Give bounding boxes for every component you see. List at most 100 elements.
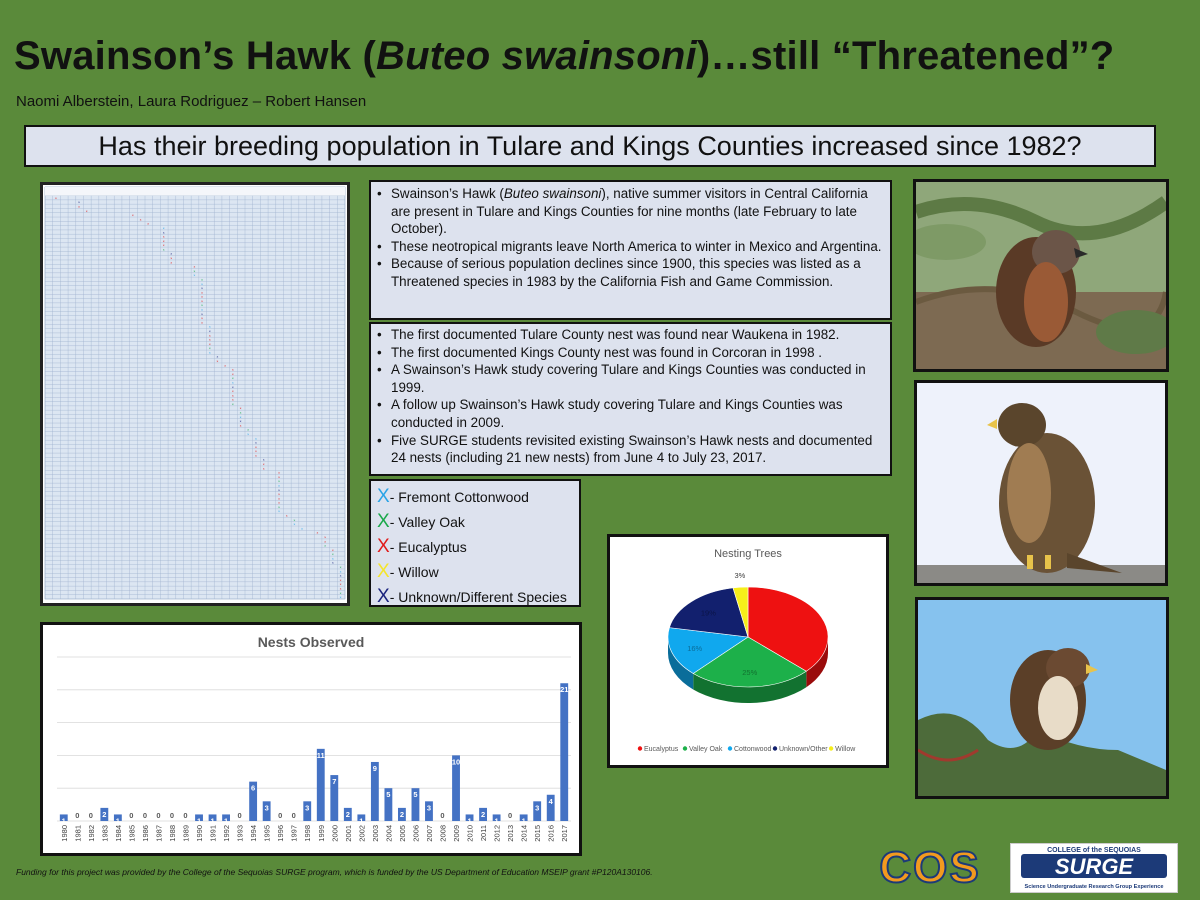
bar-value-label: 1: [495, 816, 499, 825]
history-bullet-2: The first documented Kings County nest w…: [377, 344, 882, 362]
bar: [262, 801, 271, 821]
x-tick-label: 2010: [466, 825, 475, 842]
bar-value-label: 3: [305, 803, 309, 812]
nests-observed-svg: Nests Observed11980019810198221983119840…: [57, 634, 571, 842]
table-mark: ×: [240, 424, 242, 428]
table-mark: ×: [240, 407, 242, 411]
table-mark: ×: [232, 381, 234, 385]
x-tick-label: 1984: [114, 825, 123, 842]
table-mark: ×: [217, 355, 219, 359]
table-mark: ×: [201, 282, 203, 286]
x-tick-label: 1987: [154, 825, 163, 842]
bar: [330, 775, 339, 821]
x-tick-label: 2008: [439, 825, 448, 842]
bar-chart-title: Nests Observed: [258, 634, 365, 650]
table-mark: ×: [278, 480, 280, 484]
history-bullet-3: A Swainson’s Hawk study covering Tulare …: [377, 361, 882, 396]
bar-value-label: 6: [251, 784, 255, 793]
table-mark: ×: [201, 278, 203, 282]
x-tick-label: 2006: [411, 825, 420, 842]
table-mark: ×: [286, 514, 288, 518]
x-tick-label: 2007: [425, 825, 434, 842]
nesting-trees-chart: Nesting Trees 25% 16% 19% 3% Eucalyptus Valley…: [607, 534, 889, 768]
table-mark: ×: [209, 338, 211, 342]
legend-label: - Eucalyptus: [389, 539, 467, 555]
bar-value-label: 0: [183, 811, 187, 820]
bar-value-label: 1: [467, 816, 471, 825]
bar-value-label: 21: [560, 685, 568, 694]
table-mark: ×: [340, 583, 342, 587]
table-mark: ×: [201, 304, 203, 308]
table-mark: ×: [324, 535, 326, 539]
table-mark: ×: [324, 540, 326, 544]
bar-value-label: 3: [265, 803, 269, 812]
table-mark: ×: [263, 463, 265, 467]
intro-bullet-2: These neotropical migrants leave North A…: [377, 238, 882, 256]
pie-legend-swatch: [682, 746, 688, 751]
bar: [222, 814, 231, 821]
legend-item: X- Valley Oak: [377, 509, 573, 534]
bar: [492, 814, 501, 821]
x-tick-label: 2002: [357, 825, 366, 842]
x-tick-label: 1997: [290, 825, 299, 842]
bar: [357, 814, 366, 821]
surge-logo: COLLEGE of the SEQUOIAS SURGE Science Un…: [1010, 843, 1178, 893]
bar: [113, 814, 122, 821]
table-mark: ×: [255, 454, 257, 458]
hawk-photo-sky: [915, 597, 1169, 799]
pie-legend-swatch: [727, 746, 733, 751]
bar-value-label: 2: [102, 810, 106, 819]
x-tick-label: 2003: [371, 825, 380, 842]
x-tick-label: 2012: [493, 825, 502, 842]
bar-value-label: 4: [549, 797, 554, 806]
legend-label: - Valley Oak: [389, 514, 465, 530]
legend-mark: X: [377, 536, 390, 557]
title-suffix: )…still “Threatened”?: [696, 34, 1115, 78]
table-mark: ×: [201, 317, 203, 321]
pie-slice-side: [806, 637, 828, 688]
table-mark: ×: [340, 574, 342, 578]
table-mark: ×: [332, 557, 334, 561]
x-tick-label: 1982: [87, 825, 96, 842]
bar: [452, 755, 460, 821]
table-mark: ×: [317, 531, 319, 535]
table-mark: ×: [163, 244, 165, 248]
legend-item: X- Willow: [377, 559, 573, 584]
bar: [546, 794, 555, 821]
table-mark: ×: [340, 578, 342, 582]
bar: [411, 788, 420, 821]
bar-value-label: 0: [440, 811, 444, 820]
title-species: Buteo swainsoni: [376, 34, 697, 78]
bar-value-label: 1: [197, 816, 201, 825]
bar-value-label: 2: [481, 810, 485, 819]
pie-legend-swatch: [828, 746, 834, 751]
bar: [519, 814, 528, 821]
table-mark: ×: [340, 591, 342, 595]
table-mark: ×: [232, 368, 234, 372]
pie-slice: [732, 586, 749, 638]
bar-value-label: 1: [522, 816, 526, 825]
bar-value-label: 0: [129, 811, 133, 820]
table-mark: ×: [232, 394, 234, 398]
x-tick-label: 1994: [249, 825, 258, 842]
legend-mark: X: [377, 511, 390, 532]
table-mark: ×: [132, 214, 134, 218]
table-mark: ×: [193, 274, 195, 278]
table-mark: ×: [209, 334, 211, 338]
history-bullet-1: The first documented Tulare County nest …: [377, 326, 882, 344]
x-tick-label: 1992: [222, 825, 231, 842]
pie-legend-label: Cottonwood: [734, 746, 771, 753]
table-mark: ×: [278, 497, 280, 501]
nest-data-table: × × × × × × × × × × × × × × × × × × × × × × × × × × × × × × × × × × × × × × × ×…: [40, 182, 350, 606]
bar-value-label: 3: [535, 803, 539, 812]
bar-value-label: 0: [278, 811, 282, 820]
intro-bullet-1: Swainson’s Hawk (Buteo swainsoni), nativ…: [377, 185, 882, 238]
table-mark: ×: [278, 505, 280, 509]
pie-value-label: 3%: [734, 571, 745, 580]
x-tick-label: 1993: [236, 825, 245, 842]
table-mark: ×: [255, 437, 257, 441]
authors: Naomi Alberstein, Laura Rodriguez – Robe…: [16, 93, 367, 110]
x-tick-label: 1999: [317, 825, 326, 842]
table-mark: ×: [240, 420, 242, 424]
table-mark: ×: [193, 265, 195, 269]
